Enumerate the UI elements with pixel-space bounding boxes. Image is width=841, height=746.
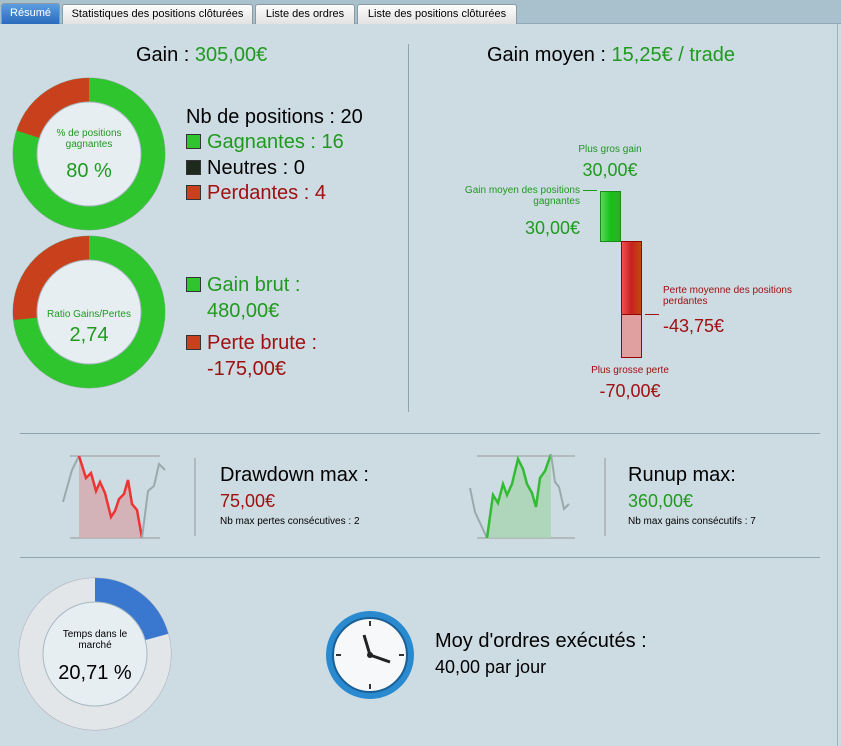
- positions-total: Nb de positions : 20: [186, 106, 363, 128]
- red-square-icon: [186, 335, 201, 350]
- avg-win-bar: [600, 191, 621, 242]
- drawdown-value: 75,00€: [220, 491, 276, 511]
- avg-loss-value: -43,75€: [663, 316, 725, 336]
- vertical-divider: [408, 44, 409, 412]
- losers-count: Perdantes : 4: [186, 182, 326, 205]
- tab-closed-positions-list[interactable]: Liste des positions clôturées: [357, 4, 517, 24]
- green-square-icon: [186, 134, 201, 149]
- runup-sparkline: [469, 454, 606, 539]
- orders-per-day-label: Moy d'ordres exécutés :: [435, 630, 647, 652]
- gain-total: Gain : 305,00€: [136, 44, 268, 66]
- avg-loss-bar: [621, 241, 642, 315]
- max-gain-value: 30,00€: [582, 160, 638, 180]
- win-rate-donut: [12, 77, 166, 231]
- runup-value: 360,00€: [628, 491, 694, 511]
- avg-loss-label: Perte moyenne des positions perdantes: [663, 285, 792, 307]
- max-loss-bar: [621, 314, 642, 358]
- tab-closed-positions-stats[interactable]: Statistiques des positions clôturées: [62, 4, 253, 24]
- black-square-icon: [186, 160, 201, 175]
- gross-loss-value: -175,00€: [207, 358, 286, 380]
- gross-gain-value: 480,00€: [207, 300, 280, 322]
- max-loss-value: -70,00€: [599, 381, 661, 401]
- win-rate-value: 80 %: [66, 160, 112, 182]
- summary-panel: Gain : 305,00€ Gain moyen : 15,25€ / tra…: [0, 24, 838, 746]
- time-in-market-value: 20,71 %: [58, 662, 132, 684]
- divider: [20, 557, 820, 558]
- runup-label: Runup max:: [628, 464, 736, 486]
- arrow-right-icon: [583, 190, 597, 191]
- ratio-label: Ratio Gains/Pertes: [47, 309, 131, 320]
- drawdown-label: Drawdown max :: [220, 464, 369, 486]
- neutral-count: Neutres : 0: [186, 157, 305, 180]
- tab-orders-list[interactable]: Liste des ordres: [255, 4, 355, 24]
- gain-loss-ratio-donut: [12, 235, 166, 389]
- average-gain: Gain moyen : 15,25€ / trade: [487, 44, 735, 66]
- max-loss-label: Plus grosse perte: [591, 365, 669, 376]
- tab-resume[interactable]: Résumé: [1, 3, 60, 24]
- divider: [20, 433, 820, 434]
- red-square-icon: [186, 185, 201, 200]
- ratio-value: 2,74: [69, 324, 109, 346]
- gross-gain-label: Gain brut :: [186, 274, 300, 297]
- max-consecutive-gains: Nb max gains consécutifs : 7: [628, 516, 756, 527]
- avg-win-value: 30,00€: [524, 218, 580, 238]
- winners-count: Gagnantes : 16: [186, 131, 344, 154]
- orders-per-day-value: 40,00 par jour: [435, 657, 547, 677]
- loss-segment: [13, 236, 165, 388]
- clock-icon: [326, 611, 414, 699]
- max-gain-label: Plus gros gain: [578, 144, 642, 155]
- drawdown-sparkline: [62, 455, 196, 539]
- max-consecutive-losses: Nb max pertes consécutives : 2: [220, 516, 360, 527]
- time-in-market-donut: [18, 577, 172, 731]
- tab-bar: Résumé Statistiques des positions clôtur…: [0, 0, 841, 24]
- time-in-market-label: Temps dans le marché: [62, 629, 128, 651]
- gross-loss-label: Perte brute :: [186, 332, 317, 355]
- arrow-left-icon: [645, 314, 659, 315]
- losing-segment: [13, 78, 165, 230]
- avg-win-label: Gain moyen des positions gagnantes: [464, 185, 580, 207]
- win-rate-label: % de positions gagnantes: [56, 128, 122, 150]
- market-time-segment: [19, 578, 171, 730]
- green-square-icon: [186, 277, 201, 292]
